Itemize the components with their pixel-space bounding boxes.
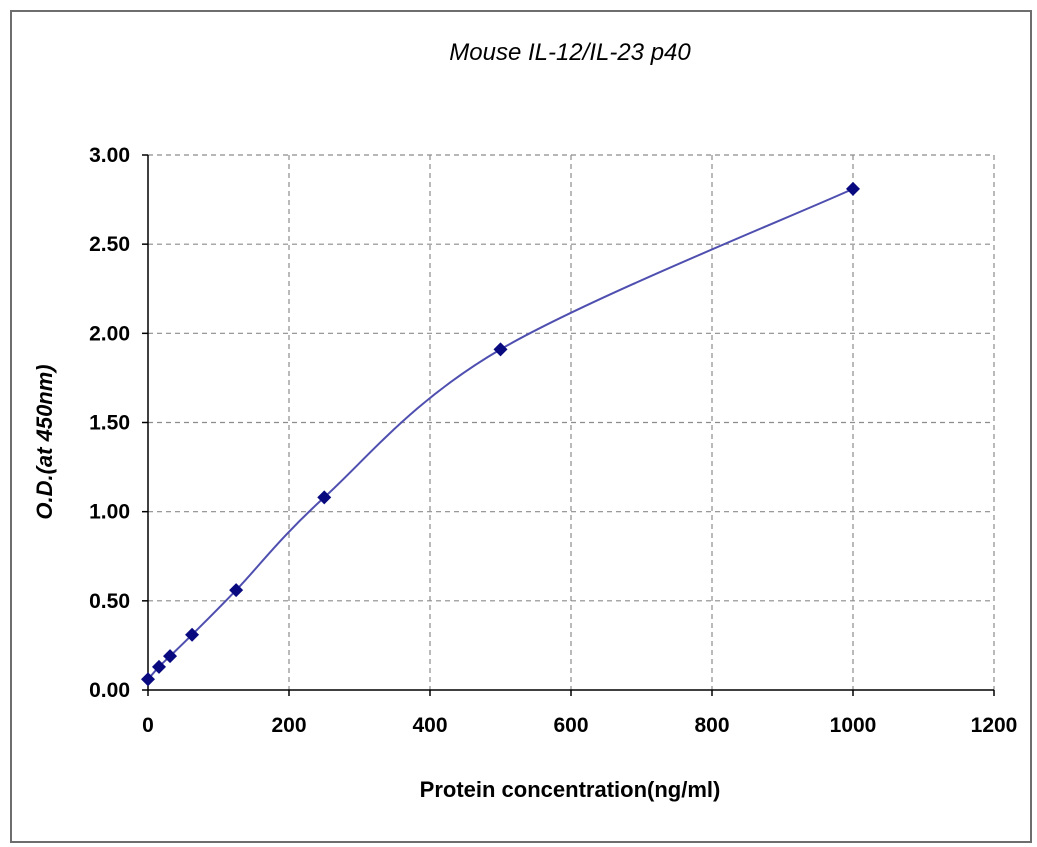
chart-title: Mouse IL-12/IL-23 p40 — [449, 39, 691, 66]
x-axis-ticks: 0 200 400 600 800 1000 1200 — [142, 690, 1017, 737]
data-point — [151, 659, 166, 674]
x-tick-label: 1200 — [971, 714, 1018, 737]
y-tick-label: 2.00 — [89, 322, 130, 345]
data-point — [185, 627, 200, 642]
x-tick-label: 0 — [142, 714, 154, 737]
x-tick-label: 200 — [271, 714, 306, 737]
y-tick-label: 3.00 — [89, 144, 130, 167]
y-tick-label: 0.00 — [89, 679, 130, 702]
data-point — [493, 342, 508, 357]
y-tick-label: 1.00 — [89, 501, 130, 524]
data-points — [141, 181, 860, 687]
x-tick-label: 600 — [553, 714, 588, 737]
y-axis-ticks: 0.00 0.50 1.00 1.50 2.00 2.50 3.00 — [89, 144, 148, 702]
chart-svg: Mouse IL-12/IL-23 p40 0.00 0.50 1.00 1.50 2.… — [32, 39, 1017, 802]
fit-curve — [147, 187, 854, 680]
x-tick-label: 800 — [694, 714, 729, 737]
x-axis-label: Protein concentration(ng/ml) — [420, 777, 721, 802]
chart-frame: Mouse IL-12/IL-23 p40 0.00 0.50 1.00 1.50 2.… — [10, 10, 1032, 843]
x-tick-label: 400 — [412, 714, 447, 737]
y-tick-label: 2.50 — [89, 233, 130, 256]
y-tick-label: 0.50 — [89, 590, 130, 613]
data-point — [229, 583, 244, 598]
x-tick-label: 1000 — [830, 714, 877, 737]
data-point — [141, 672, 155, 687]
grid-lines — [148, 154, 995, 690]
y-tick-label: 1.50 — [89, 412, 130, 435]
data-point — [163, 649, 178, 664]
y-axis-label: O.D.(at 450nm) — [32, 364, 57, 519]
data-point — [846, 181, 860, 196]
data-point — [317, 490, 332, 505]
